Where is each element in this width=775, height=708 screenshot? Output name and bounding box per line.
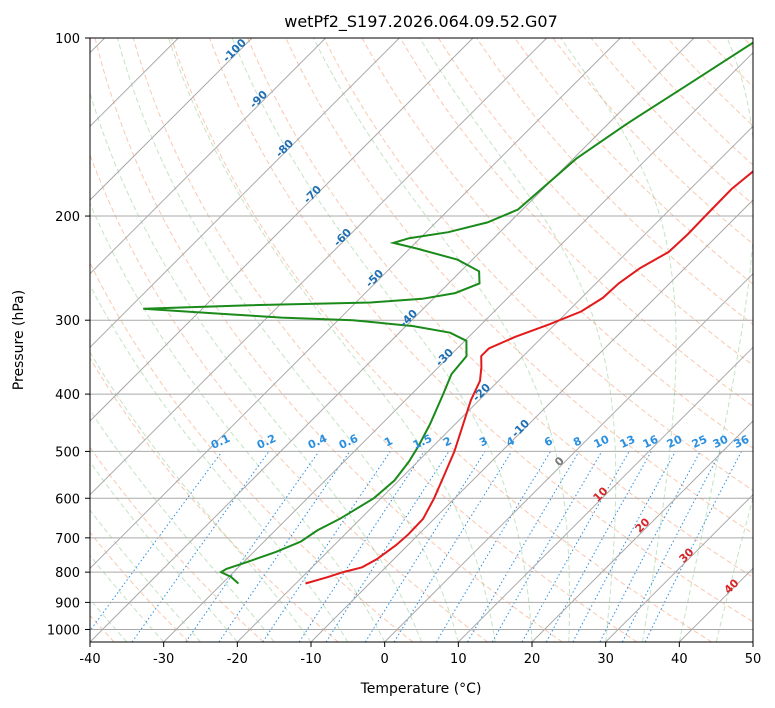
y-tick-label: 100 [55,32,80,47]
x-tick-label: 20 [524,652,541,667]
isotherm-line [384,272,753,642]
chart-title: wetPf2_S197.2026.064.09.52.G07 [284,12,558,32]
isotherm-line [605,493,753,642]
mixing-ratio-label: 25 [690,433,709,451]
y-tick-label: 1000 [47,623,80,638]
moist-adiabat-line [168,38,496,642]
moist-adiabat-line [90,351,312,642]
dry-adiabat-line [590,38,753,206]
moist-adiabat-line [90,284,349,642]
moist-adiabat-line [90,509,201,642]
moist-adiabat-line [117,38,459,642]
moist-adiabat-line [678,38,753,642]
dry-adiabat-line [170,38,712,642]
y-tick-label: 700 [55,532,80,547]
isotherm-line [90,38,327,275]
moist-adiabat-line [90,461,238,642]
mixing-ratio-line [467,451,580,642]
mixing-ratio-label: 13 [618,433,637,451]
mixing-ratio-line [572,451,676,642]
x-tick-label: -10 [300,652,321,667]
dry-adiabat-line [90,153,488,642]
dry-adiabat-line [132,38,638,642]
dry-adiabat-line [399,38,753,407]
x-tick-label: -20 [227,652,248,667]
dry-adiabat-line [90,357,339,642]
y-tick-label: 200 [55,210,80,225]
x-axis: -40 -30 -20 -10 0 10 20 30 40 50 [79,642,761,667]
dry-adiabat-line [285,38,753,535]
isotherm-line [457,346,753,642]
profile-lines [143,41,753,585]
moist-adiabat-line [313,38,570,642]
mixing-ratio-line [325,451,450,642]
x-axis-title: Temperature (°C) [360,681,482,697]
moist-adiabat-line [90,91,422,642]
x-tick-label: 40 [671,652,688,667]
isotherm-line [90,38,400,349]
mixing-ratio-line [491,451,603,642]
mixing-ratio-line [521,451,630,642]
plot-area [90,38,753,642]
y-axis-title: Pressure (hPa) [11,290,27,390]
x-tick-label: 30 [597,652,614,667]
mixing-ratio-label: 36 [732,433,752,451]
mixing-ratio-label: 20 [665,433,685,451]
mixing-ratio-label: 30 [711,433,731,451]
x-tick-label: -40 [79,652,100,667]
mixing-ratio-line [435,451,552,642]
isotherm-line [236,125,753,642]
dewpoint-profile-line [143,41,753,585]
dry-adiabat-line [90,531,190,642]
dry-adiabat-line [247,38,753,578]
moist-adiabat-line [560,38,677,642]
dry-adiabat-line [552,38,753,245]
dry-adiabat-line [209,38,753,623]
mixing-ratio-label: 10 [592,433,612,451]
dry-adiabat-line [476,38,753,326]
mixing-ratio-line [545,451,652,642]
isotherm-line [90,38,621,570]
x-tick-label: 50 [745,652,762,667]
plot-frame [89,37,754,643]
y-tick-label: 900 [55,596,80,611]
dry-adiabat-line [323,38,753,492]
dry-adiabat-line [437,38,753,366]
y-tick-label: 300 [55,314,80,329]
x-tick-label: 0 [381,652,389,667]
y-tick-label: 800 [55,566,80,581]
mixing-ratio-line [218,451,351,642]
mixing-ratio-label: 16 [641,433,661,451]
isotherm-line [90,38,253,201]
y-tick-label: 400 [55,388,80,403]
mixing-ratio-line [393,451,513,642]
y-tick-label: 500 [55,445,80,460]
mixing-ratio-line [131,451,270,642]
isotherm-line [310,199,753,642]
dry-adiabat-line [90,261,414,642]
x-tick-label: -30 [153,652,174,667]
isotherm-line [90,38,474,422]
y-tick-label: 600 [55,492,80,507]
x-tick-label: 10 [450,652,467,667]
mixing-ratio-line [90,451,223,632]
y-axis: 1000 900 800 700 600 500 400 300 200 100 [47,32,90,638]
isotherm-line [90,38,548,496]
dry-adiabat-line [94,38,563,642]
mixing-ratio-line [364,451,486,642]
temperature-profile-line [305,170,753,585]
isotherm-line [90,38,695,642]
isotherm-line [531,420,753,642]
moist-adiabat-line [90,409,275,642]
